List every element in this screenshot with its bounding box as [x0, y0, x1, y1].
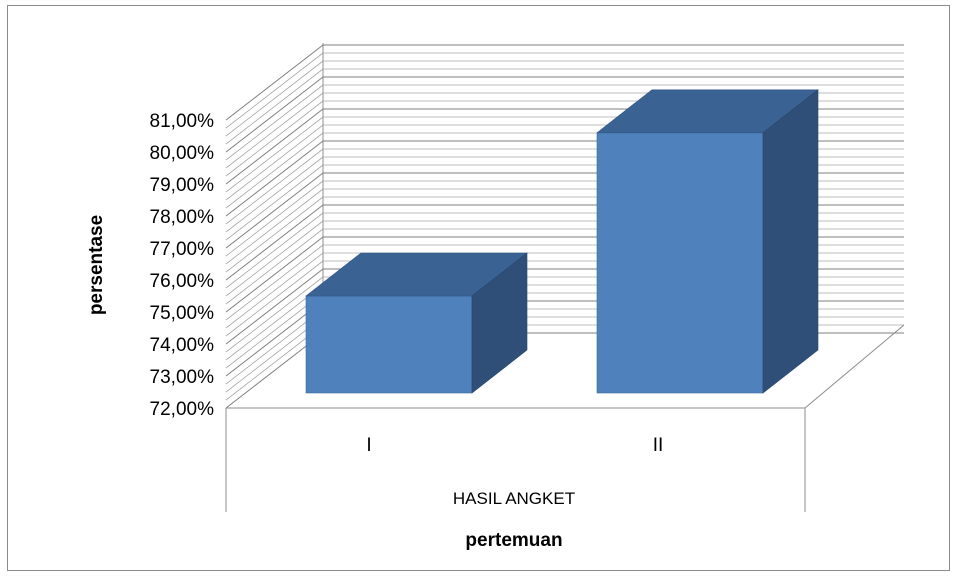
- side-wall-gridline: [225, 260, 324, 337]
- side-wall-gridline: [225, 252, 324, 329]
- side-wall-gridline: [225, 68, 324, 145]
- side-wall-gridline: [225, 188, 324, 265]
- side-wall-gridline: [225, 148, 324, 225]
- y-tick-labels: 72,00% 73,00% 74,00% 75,00% 76,00% 77,00% 78,0…: [150, 111, 215, 420]
- x-category-labels: I II: [366, 435, 663, 456]
- bar-front-face: [596, 132, 764, 394]
- y-tick-label: 73,00%: [150, 367, 215, 388]
- y-tick-label: 81,00%: [150, 111, 215, 132]
- side-wall-gridline: [225, 132, 324, 209]
- y-tick-label: 77,00%: [150, 239, 215, 260]
- x-group-label: HASIL ANGKET: [453, 489, 575, 508]
- bar-II: [596, 89, 819, 394]
- side-wall-gridline: [225, 196, 324, 273]
- x-axis-title: pertemuan: [465, 530, 562, 551]
- y-tick-label: 74,00%: [150, 335, 215, 356]
- chart-bars: [305, 89, 819, 394]
- y-tick-label: 72,00%: [150, 399, 215, 420]
- y-tick-label: 78,00%: [150, 207, 215, 228]
- side-wall-gridline: [225, 180, 324, 257]
- side-wall-gridline: [225, 156, 324, 233]
- y-tick-label: 76,00%: [150, 271, 215, 292]
- bar-side-face: [762, 89, 819, 394]
- side-wall-gridline: [225, 84, 324, 161]
- side-wall-gridline: [225, 124, 324, 201]
- x-category-label: II: [653, 435, 664, 456]
- side-wall-gridline: [225, 76, 324, 153]
- side-wall-gridline: [225, 52, 324, 129]
- side-wall-gridline: [225, 60, 324, 137]
- y-tick-label: 79,00%: [150, 175, 215, 196]
- side-wall-gridline: [225, 220, 324, 297]
- side-wall-gridline: [225, 140, 324, 217]
- side-wall-gridline: [225, 276, 324, 353]
- side-wall-gridline: [225, 164, 324, 241]
- side-wall-gridline: [225, 204, 324, 281]
- y-axis-title: persentase: [86, 215, 107, 315]
- y-tick-label: 80,00%: [150, 143, 215, 164]
- side-wall-gridline: [225, 228, 324, 305]
- side-wall-gridline: [225, 172, 324, 249]
- side-wall-gridline: [225, 108, 324, 185]
- bar-I: [305, 252, 528, 394]
- bar-side-face: [471, 252, 528, 394]
- side-wall-gridline: [225, 116, 324, 193]
- side-wall-gridline: [225, 236, 324, 313]
- side-wall-gridline: [225, 268, 324, 345]
- x-category-label: I: [366, 435, 371, 456]
- side-wall-gridline: [225, 244, 324, 321]
- side-wall-gridline: [225, 92, 324, 169]
- side-wall-gridline: [225, 100, 324, 177]
- y-tick-label: 75,00%: [150, 303, 215, 324]
- side-wall-gridline: [225, 44, 324, 121]
- bar-front-face: [305, 295, 473, 394]
- side-wall-gridline: [225, 212, 324, 289]
